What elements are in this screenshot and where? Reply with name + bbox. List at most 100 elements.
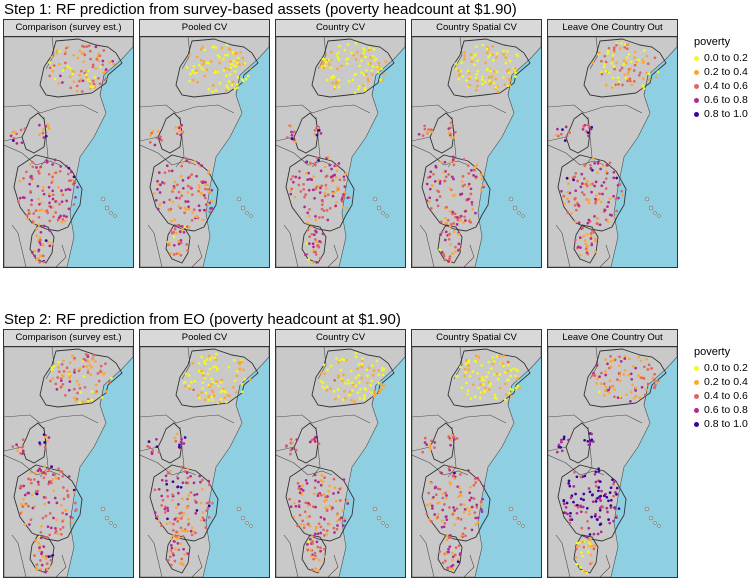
survey-cluster-point [587,201,591,205]
survey-cluster-point [218,61,221,65]
survey-cluster-point [322,517,326,521]
survey-cluster-point [476,69,480,73]
survey-cluster-point [609,506,613,509]
survey-cluster-point [298,485,301,488]
survey-cluster-point [21,449,25,453]
survey-cluster-point [646,382,650,386]
survey-cluster-point [230,62,234,66]
survey-country-outline [21,422,47,464]
survey-cluster-point [308,524,312,528]
survey-cluster-point [39,230,43,234]
survey-cluster-point [516,54,519,58]
survey-cluster-point [198,396,201,400]
country-border [579,470,605,476]
survey-cluster-point [560,449,564,453]
survey-cluster-point [65,215,68,219]
survey-cluster-point [37,209,41,213]
survey-cluster-point [452,230,456,234]
survey-cluster-point [480,177,484,181]
survey-cluster-point [19,128,23,132]
survey-cluster-point [57,370,61,374]
survey-cluster-point [72,80,76,84]
survey-cluster-point [97,379,101,383]
survey-cluster-point [238,367,242,371]
survey-cluster-point [228,394,232,398]
survey-cluster-point [45,562,49,565]
survey-cluster-point [43,440,47,444]
survey-cluster-point [581,182,584,185]
survey-cluster-point [496,90,500,94]
survey-cluster-point [509,368,513,372]
country-border [443,470,469,476]
survey-country-outline [175,348,259,408]
survey-cluster-point [171,480,175,484]
survey-cluster-point [86,371,90,374]
survey-cluster-point [598,515,602,519]
survey-cluster-point [618,47,622,50]
survey-cluster-point [42,128,45,131]
survey-cluster-point [96,55,100,58]
survey-cluster-point [180,497,184,501]
survey-cluster-point [72,488,76,492]
survey-cluster-point [36,480,40,484]
survey-cluster-point [615,176,619,180]
survey-cluster-point [634,60,638,64]
survey-cluster-point [203,360,206,363]
survey-cluster-point [471,370,475,373]
survey-cluster-point [464,534,467,538]
survey-cluster-point [329,364,333,368]
survey-cluster-point [218,401,221,404]
survey-cluster-point [616,378,619,381]
survey-cluster-point [91,79,95,83]
survey-cluster-point [476,84,479,88]
survey-cluster-point [518,386,521,390]
survey-cluster-point [48,244,52,248]
survey-cluster-point [85,45,89,48]
survey-cluster-point [588,538,591,541]
survey-cluster-point [502,53,505,56]
survey-cluster-point [568,131,571,134]
country-border [579,160,605,166]
survey-cluster-point [597,51,601,55]
survey-cluster-point [630,83,634,87]
survey-cluster-point [373,390,376,394]
survey-cluster-point [84,73,88,76]
survey-cluster-point [466,164,470,168]
survey-cluster-point [472,483,476,487]
survey-cluster-point [614,83,617,87]
survey-cluster-point [41,516,45,520]
survey-cluster-point [451,555,455,559]
survey-cluster-point [41,189,45,192]
survey-cluster-point [653,386,657,390]
island [385,524,389,528]
survey-cluster-point [50,242,54,246]
survey-cluster-point [50,55,54,59]
survey-cluster-point [363,88,367,92]
survey-cluster-point [357,374,360,377]
survey-cluster-point [463,374,466,378]
survey-cluster-point [428,187,432,191]
survey-cluster-point [72,490,76,494]
survey-cluster-point [218,56,221,59]
survey-cluster-point [447,435,451,438]
survey-cluster-point [560,438,563,442]
legend-swatch [694,393,699,399]
survey-cluster-point [572,485,576,488]
survey-cluster-point [574,220,577,224]
survey-cluster-point [195,174,198,178]
survey-cluster-point [612,194,615,198]
survey-cluster-point [617,80,621,84]
survey-cluster-point [459,365,462,369]
survey-cluster-point [75,84,79,88]
survey-cluster-point [323,372,327,376]
survey-cluster-point [187,384,191,388]
survey-cluster-point [155,437,158,441]
survey-cluster-point [180,465,184,469]
survey-cluster-point [317,569,321,573]
survey-cluster-point [576,245,580,249]
survey-cluster-point [330,507,334,511]
survey-cluster-point [38,123,41,127]
survey-cluster-point [148,446,152,449]
survey-cluster-point [78,49,82,53]
map-panel: Comparison (survey est.) [3,329,134,578]
